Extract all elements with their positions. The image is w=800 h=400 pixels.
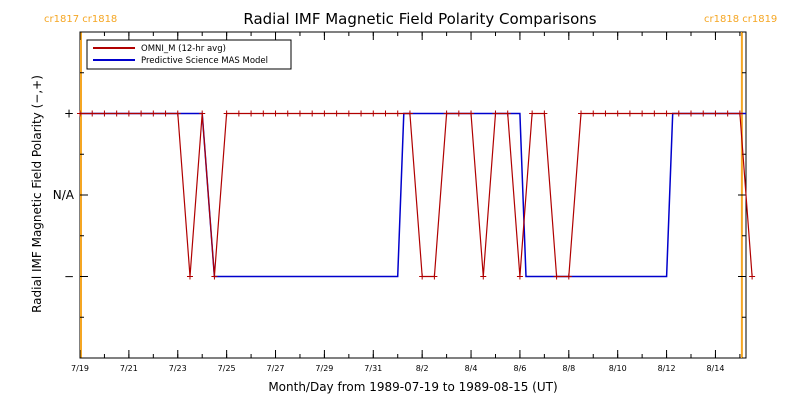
omni-point	[406, 110, 413, 117]
plot-frame	[79, 31, 747, 359]
omni-point	[174, 110, 181, 117]
omni-point	[125, 110, 132, 117]
omni-point	[248, 110, 255, 117]
omni-point	[736, 110, 743, 117]
omni-point	[296, 110, 303, 117]
x-tick-label: 8/14	[706, 364, 724, 373]
omni-point	[712, 110, 719, 117]
omni-point	[101, 110, 108, 117]
omni-point	[565, 273, 572, 280]
x-tick-label: 8/4	[465, 364, 478, 373]
omni-point	[639, 110, 646, 117]
x-tick-label: 8/2	[416, 364, 429, 373]
omni-point	[186, 273, 193, 280]
omni-point	[394, 110, 401, 117]
omni-point	[614, 110, 621, 117]
omni-point	[260, 110, 267, 117]
carrington-label-right: cr1818 cr1819	[704, 14, 777, 25]
omni-point	[419, 273, 426, 280]
omni-point	[223, 110, 230, 117]
omni-point	[480, 273, 487, 280]
omni-point	[468, 110, 475, 117]
omni-point	[284, 110, 291, 117]
omni-point	[626, 110, 633, 117]
carrington-markers	[80, 32, 743, 358]
x-tick-label: 7/31	[364, 364, 382, 373]
omni-point	[321, 110, 328, 117]
y-tick-label: −	[64, 270, 74, 284]
omni-point	[370, 110, 377, 117]
omni-point	[749, 273, 756, 280]
x-axis-ticks: 7/19 7/21 7/23 7/25 7/27 7/29 7/31 8/2 8/4 8/6 8/8…	[71, 32, 741, 373]
omni-point	[516, 273, 523, 280]
omni-point	[211, 273, 218, 280]
omni-line	[80, 112, 753, 278]
omni-point	[541, 110, 548, 117]
omni-point	[590, 110, 597, 117]
omni-point	[443, 110, 450, 117]
y-axis-ticks: + N/A −	[53, 31, 746, 359]
x-tick-label: 7/19	[71, 364, 89, 373]
omni-point	[529, 110, 536, 117]
legend-box	[86, 39, 292, 70]
omni-series	[77, 110, 756, 280]
omni-point	[309, 110, 316, 117]
omni-point	[272, 110, 279, 117]
omni-point	[492, 110, 499, 117]
omni-point	[431, 273, 438, 280]
omni-point	[113, 110, 120, 117]
omni-point	[578, 110, 585, 117]
x-tick-label: 7/23	[169, 364, 187, 373]
omni-point	[553, 273, 560, 280]
y-axis-label: Radial IMF Magnetic Field Polarity (−,+)	[30, 75, 44, 313]
omni-point	[199, 110, 206, 117]
omni-point	[333, 110, 340, 117]
omni-point	[150, 110, 157, 117]
omni-point	[663, 110, 670, 117]
omni-point	[138, 110, 145, 117]
legend-label-omni: OMNI_M (12-hr avg)	[141, 44, 226, 54]
chart-title: Radial IMF Magnetic Field Polarity Compa…	[243, 10, 596, 28]
omni-point	[688, 110, 695, 117]
x-tick-label: 7/25	[218, 364, 236, 373]
omni-point	[162, 110, 169, 117]
x-tick-label: 8/8	[562, 364, 575, 373]
x-tick-label: 7/21	[120, 364, 138, 373]
omni-point	[504, 110, 511, 117]
x-tick-label: 8/10	[609, 364, 627, 373]
x-axis-label: Month/Day from 1989-07-19 to 1989-08-15 …	[268, 380, 557, 394]
omni-point	[602, 110, 609, 117]
legend: OMNI_M (12-hr avg) Predictive Science MA…	[86, 39, 292, 70]
omni-point	[382, 110, 389, 117]
omni-point	[700, 110, 707, 117]
carrington-label-left: cr1817 cr1818	[44, 14, 117, 25]
y-tick-label: N/A	[53, 188, 75, 202]
omni-point	[651, 110, 658, 117]
x-tick-label: 8/6	[513, 364, 526, 373]
omni-point	[358, 110, 365, 117]
y-tick-label: +	[64, 107, 74, 121]
omni-point	[235, 110, 242, 117]
omni-point	[345, 110, 352, 117]
x-tick-label: 7/27	[267, 364, 285, 373]
x-tick-label: 8/12	[658, 364, 676, 373]
legend-label-model: Predictive Science MAS Model	[141, 56, 268, 66]
omni-point	[455, 110, 462, 117]
x-tick-label: 7/29	[315, 364, 333, 373]
omni-point	[89, 110, 96, 117]
omni-point	[724, 110, 731, 117]
omni-point	[675, 110, 682, 117]
omni-point	[77, 110, 83, 117]
